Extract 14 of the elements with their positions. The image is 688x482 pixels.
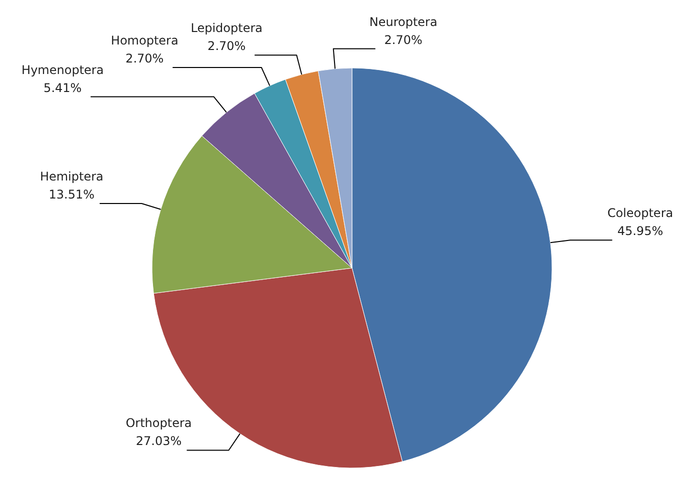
slice-label: Lepidoptera bbox=[190, 21, 262, 36]
data-label: 2.70% bbox=[384, 32, 422, 47]
slice-label: Coleoptera bbox=[607, 206, 674, 220]
data-label: 45.95% bbox=[617, 224, 664, 238]
data-label: 5.41% bbox=[44, 80, 82, 95]
data-label: 13.51% bbox=[48, 188, 95, 202]
slice-label: Neuroptera bbox=[369, 14, 438, 29]
slice-label: Orthoptera bbox=[126, 416, 192, 430]
slice-label: Homoptera bbox=[110, 33, 178, 48]
slice-label: Hymenoptera bbox=[22, 62, 104, 77]
data-label: 27.03% bbox=[136, 434, 182, 448]
data-label: 2.70% bbox=[208, 39, 246, 54]
slice-label: Hemiptera bbox=[40, 170, 104, 184]
data-label: 2.70% bbox=[126, 51, 164, 66]
